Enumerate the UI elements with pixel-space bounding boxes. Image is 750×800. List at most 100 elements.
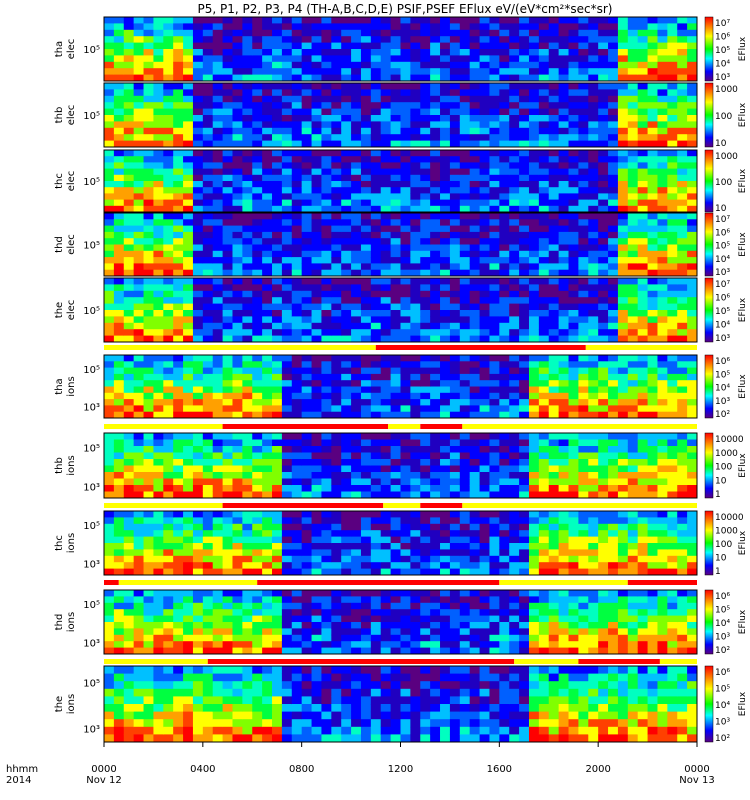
spectrogram-cell: [499, 134, 510, 142]
spectrogram-cell: [341, 36, 352, 44]
spectrogram-cell: [360, 322, 372, 330]
spectrogram-cell: [578, 257, 589, 264]
spectrogram-cell: [380, 433, 392, 440]
spectrogram-cell: [390, 187, 401, 194]
spectrogram-cell: [489, 511, 500, 518]
spectrogram-cell: [321, 108, 332, 116]
spectrogram-cell: [588, 284, 599, 292]
spectrogram-cell: [647, 478, 658, 486]
colorbar: [704, 212, 714, 277]
spectrogram-cell: [440, 472, 451, 479]
spectrogram-cell: [390, 530, 401, 538]
spectrogram-cell: [588, 187, 599, 194]
spectrogram-cell: [291, 168, 303, 176]
spectrogram-cell: [113, 361, 125, 369]
spectrogram-cell: [449, 108, 461, 116]
spectrogram-cell: [212, 465, 224, 473]
spectrogram-cell: [617, 511, 629, 518]
spectrogram-cell: [489, 439, 500, 447]
spectrogram-cell: [380, 511, 392, 518]
spectrogram-cell: [173, 465, 184, 473]
spectrogram-cell: [262, 433, 273, 440]
spectrogram-cell: [153, 380, 164, 387]
spectrogram-cell: [133, 238, 145, 245]
spectrogram-cell: [637, 316, 649, 324]
spectrogram-cell: [360, 278, 372, 285]
spectrogram-cell: [311, 102, 322, 110]
spectrogram-cell: [232, 42, 243, 50]
spectrogram-cell: [489, 322, 500, 330]
spectrogram-cell: [568, 36, 579, 44]
spectrogram-cell: [242, 322, 253, 330]
spectrogram-cell: [311, 250, 322, 258]
spectrogram-cell: [449, 373, 461, 381]
spectrogram-cell: [489, 446, 500, 453]
spectrogram-cell: [183, 238, 194, 245]
spectrogram-cell: [459, 89, 471, 97]
spectrogram-cell: [341, 452, 352, 460]
spectrogram-cell: [113, 257, 125, 264]
spectrogram-cell: [281, 219, 293, 227]
spectrogram-cell: [173, 433, 184, 440]
spectrogram-cell: [538, 68, 550, 76]
spectrogram-cell: [548, 257, 560, 264]
spectrogram-cell: [459, 134, 471, 142]
spectrogram-cell: [192, 590, 204, 597]
spectrogram-cell: [509, 263, 520, 271]
spectrogram-cell: [202, 278, 214, 285]
spectrogram-cell: [232, 399, 243, 406]
spectrogram-cell: [262, 150, 273, 157]
spectrogram-cell: [360, 355, 372, 362]
spectrogram-cell: [360, 297, 372, 305]
spectrogram-cell: [558, 36, 570, 44]
spectrogram-cell: [133, 61, 145, 69]
spectrogram-cell: [647, 225, 658, 233]
spectrogram-cell: [183, 263, 194, 271]
spectrogram-cell: [351, 278, 362, 285]
spectrogram-cell: [242, 433, 253, 440]
spectrogram-cell: [499, 511, 510, 518]
spectrogram-cell: [341, 386, 352, 394]
spectrogram-cell: [400, 405, 411, 413]
spectrogram-cell: [499, 95, 510, 103]
spectrogram-cell: [153, 439, 164, 447]
spectrogram-cell: [608, 322, 619, 330]
spectrogram-cell: [390, 478, 401, 486]
spectrogram-cell: [212, 108, 224, 116]
spectrogram-cell: [212, 74, 224, 82]
spectrogram-cell: [608, 187, 619, 194]
spectrogram-cell: [687, 95, 698, 103]
spectrogram-cell: [143, 439, 154, 447]
spectrogram-cell: [400, 284, 411, 292]
spectrogram-cell: [104, 102, 115, 110]
spectrogram-cell: [499, 36, 510, 44]
spectrogram-cell: [449, 399, 461, 406]
spectrogram-cell: [588, 459, 599, 466]
spectrogram-cell: [183, 150, 194, 157]
spectrogram-cell: [440, 355, 451, 362]
spectrogram-cell: [677, 42, 688, 50]
spectrogram-cell: [272, 530, 283, 538]
spectrogram-cell: [469, 29, 481, 37]
spectrogram-cell: [420, 399, 431, 406]
spectrogram-cell: [410, 168, 421, 176]
spectrogram-cell: [509, 74, 520, 82]
spectrogram-cell: [519, 549, 530, 557]
spectrogram-cell: [509, 42, 520, 50]
spectrogram-cell: [528, 140, 540, 148]
spectrogram-cell: [242, 17, 253, 24]
spectrogram-cell: [321, 29, 332, 37]
spectrogram-cell: [163, 641, 174, 649]
spectrogram-cell: [509, 61, 520, 69]
spectrogram-cell: [291, 411, 303, 419]
spectrogram-cell: [370, 517, 382, 525]
spectrogram-cell: [143, 555, 154, 563]
panel-frame: [103, 16, 698, 82]
spectrogram-cell: [133, 647, 145, 655]
spectrogram-cell: [212, 386, 224, 394]
spectrogram-cell: [252, 95, 263, 103]
spectrogram-cell: [232, 199, 243, 207]
spectrogram-cell: [528, 491, 540, 499]
spectrogram-cell: [183, 634, 194, 642]
spectrogram-cell: [578, 361, 589, 369]
